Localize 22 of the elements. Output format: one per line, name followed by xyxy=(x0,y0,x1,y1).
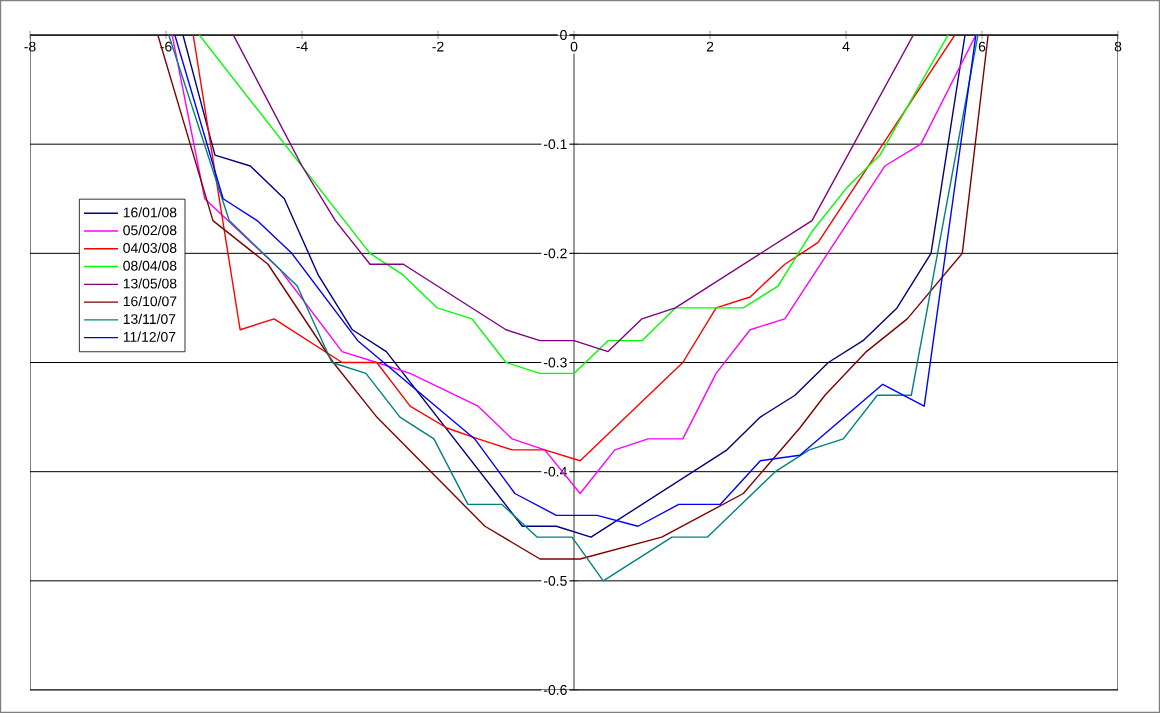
y-tick-label: -0.6 xyxy=(543,685,567,695)
y-tick-label: -0.3 xyxy=(543,357,567,368)
x-tick-label: 4 xyxy=(842,41,850,52)
y-tick-label: -0.5 xyxy=(543,575,567,586)
y-tick-label: -0.1 xyxy=(543,139,567,150)
x-tick-label: 0 xyxy=(570,41,578,52)
legend-label: 16/10/07 xyxy=(123,296,177,307)
x-tick-label: -4 xyxy=(296,41,308,52)
legend-label: 13/11/07 xyxy=(123,313,176,325)
x-tick-label: 2 xyxy=(706,41,714,52)
legend-label: 04/03/08 xyxy=(123,242,177,253)
y-tick-label: -0.2 xyxy=(543,248,567,259)
legend-label: 08/04/08 xyxy=(123,260,177,271)
legend-label: 05/02/08 xyxy=(123,224,177,236)
legend-label: 11/12/07 xyxy=(123,331,176,342)
x-tick-label: -8 xyxy=(24,41,36,52)
x-tick-label: 8 xyxy=(1114,41,1122,52)
legend-label: 13/05/08 xyxy=(123,278,177,289)
x-tick-label: 6 xyxy=(978,41,986,52)
y-tick-label: 0 xyxy=(560,30,567,40)
legend-label: 16/01/08 xyxy=(123,207,177,218)
x-tick-label: -2 xyxy=(432,41,444,52)
